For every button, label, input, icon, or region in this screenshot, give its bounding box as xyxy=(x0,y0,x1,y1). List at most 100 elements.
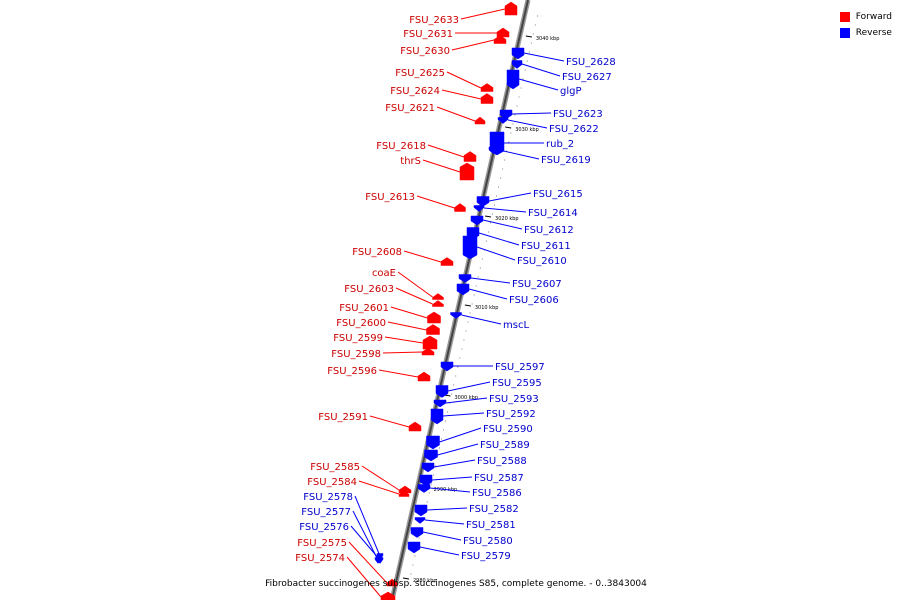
gene-label-forward: FSU_2625 xyxy=(395,68,445,79)
legend: Forward Reverse xyxy=(839,9,892,41)
leader-line xyxy=(523,52,565,62)
leader-line xyxy=(395,287,433,305)
leader-line xyxy=(352,510,379,561)
backbone-dot xyxy=(473,294,475,296)
gene-forward xyxy=(398,485,412,494)
gene-label-forward: FSU_2598 xyxy=(331,349,381,360)
gene-label-reverse: FSU_2576 xyxy=(299,522,349,533)
leader-line xyxy=(476,246,516,261)
gene-reverse xyxy=(511,60,523,69)
gene-reverse xyxy=(476,196,490,207)
leader-line xyxy=(419,546,460,556)
leader-line xyxy=(384,336,424,344)
gene-reverse xyxy=(462,235,478,260)
gene-reverse xyxy=(426,435,440,450)
legend-forward: Forward xyxy=(839,9,892,25)
backbone-dot xyxy=(438,447,440,449)
gene-reverse xyxy=(499,109,513,120)
gene-forward xyxy=(480,83,494,92)
gene-label-reverse: FSU_2622 xyxy=(549,124,599,135)
backbone-dot xyxy=(500,177,502,179)
gene-reverse xyxy=(414,504,428,517)
leader-line xyxy=(348,541,388,584)
backbone-dot xyxy=(443,429,445,431)
leader-line xyxy=(390,306,428,319)
backbone-dot xyxy=(428,492,430,494)
gene-label-forward: FSU_2624 xyxy=(390,86,440,97)
leader-line xyxy=(422,159,461,173)
gene-label-reverse: FSU_2588 xyxy=(477,456,527,467)
gene-forward xyxy=(454,203,466,212)
backbone-line xyxy=(391,0,529,600)
gene-label-reverse: FSU_2628 xyxy=(566,57,616,68)
gene-reverse xyxy=(419,474,433,487)
gene-label-reverse: FSU_2592 xyxy=(486,409,536,420)
leader-line xyxy=(439,427,482,443)
scale-tick xyxy=(484,215,492,218)
gene-label-reverse: FSU_2586 xyxy=(472,488,522,499)
backbone-dot xyxy=(498,186,500,188)
leader-line xyxy=(451,39,495,51)
backbone-dot xyxy=(530,42,532,44)
gene-label-forward: FSU_2584 xyxy=(307,477,357,488)
gene-reverse xyxy=(376,557,384,564)
backbone-dot xyxy=(514,114,516,116)
gene-label-reverse: FSU_2612 xyxy=(524,225,574,236)
gene-label-reverse: FSU_2579 xyxy=(461,551,511,562)
backbone-dot xyxy=(440,438,442,440)
leader-line xyxy=(403,250,442,263)
backbone-dot xyxy=(532,33,534,35)
backbone-dot xyxy=(412,564,414,566)
backbone-dot xyxy=(489,222,491,224)
gene-label-reverse: FSU_2580 xyxy=(463,536,513,547)
backbone-dot xyxy=(534,24,536,26)
backbone-dot xyxy=(512,123,514,125)
backbone-dot xyxy=(459,357,461,359)
backbone-dot xyxy=(463,339,465,341)
leader-line xyxy=(424,519,465,525)
leader-line xyxy=(378,369,419,378)
gene-label-forward: FSU_2596 xyxy=(327,366,377,377)
backbone-dot xyxy=(536,15,538,17)
backbone-dot xyxy=(455,375,457,377)
gene-label-reverse: FSU_2606 xyxy=(509,295,559,306)
gene-forward xyxy=(417,371,431,382)
gene-label-forward: FSU_2603 xyxy=(344,284,394,295)
leader-line xyxy=(521,63,561,77)
legend-forward-label: Forward xyxy=(855,12,892,22)
gene-label-forward: coaE xyxy=(372,268,396,279)
gene-forward xyxy=(432,293,444,300)
backbone-dot xyxy=(518,96,520,98)
gene-label-reverse: FSU_2615 xyxy=(533,189,583,200)
gene-reverse xyxy=(488,146,500,155)
backbone-dot xyxy=(467,321,469,323)
gene-forward xyxy=(474,116,486,125)
gene-reverse xyxy=(511,47,525,60)
gene-forward xyxy=(432,300,444,307)
backbone-dot xyxy=(504,159,506,161)
gene-label-forward: FSU_2575 xyxy=(297,538,347,549)
leader-line xyxy=(518,78,559,91)
leader-line xyxy=(447,381,491,392)
gene-forward xyxy=(480,93,494,104)
gene-label-reverse: FSU_2614 xyxy=(528,208,578,219)
backbone-dot xyxy=(508,141,510,143)
gene-forward xyxy=(493,35,507,44)
backbone-dot xyxy=(487,231,489,233)
leader-line xyxy=(482,219,523,230)
leader-line xyxy=(461,314,502,325)
gene-forward xyxy=(496,27,510,38)
backbone-dot xyxy=(426,501,428,503)
backbone-dot xyxy=(516,105,518,107)
backbone-dot xyxy=(502,168,504,170)
backbone-dot xyxy=(477,276,479,278)
scale-label: 2980 kbp xyxy=(413,578,437,584)
scale-label: 3010 kbp xyxy=(475,305,499,311)
leader-line xyxy=(387,321,427,331)
backbone-dot xyxy=(471,303,473,305)
leader-line xyxy=(445,397,488,404)
backbone-dot xyxy=(453,384,455,386)
leader-line xyxy=(442,412,485,417)
leader-line xyxy=(446,71,482,89)
